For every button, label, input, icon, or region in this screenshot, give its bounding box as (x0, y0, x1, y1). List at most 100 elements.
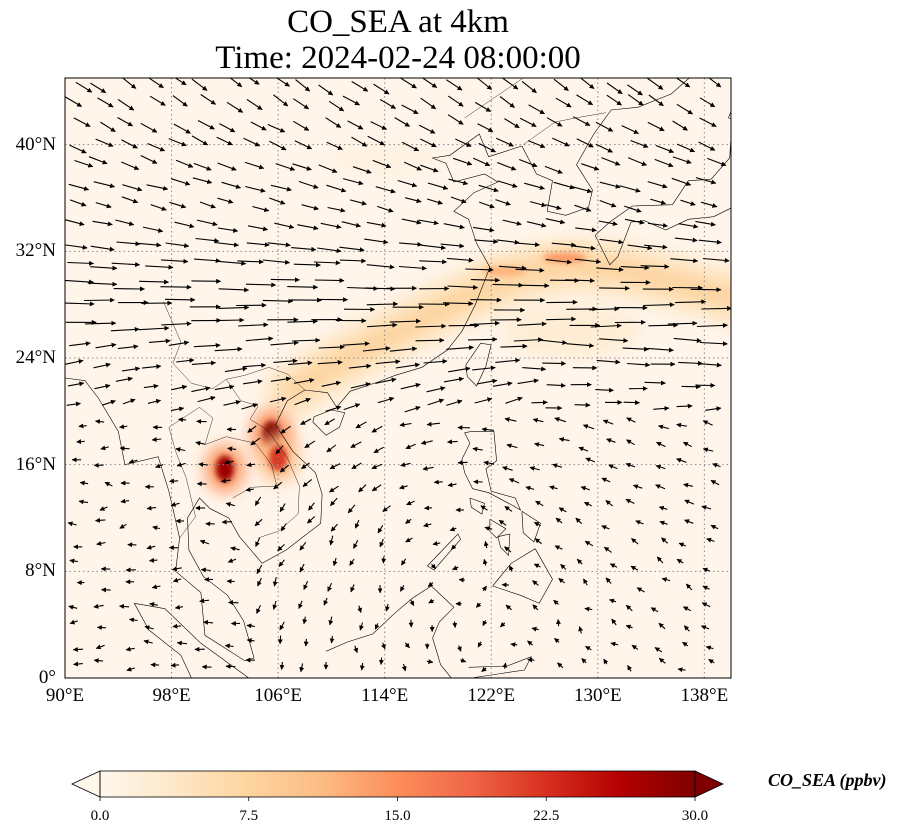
wind-vector (606, 82, 623, 95)
wind-vector (68, 183, 90, 191)
wind-vector (499, 96, 515, 108)
wind-vector (627, 244, 653, 251)
wind-vector (196, 219, 218, 227)
wind-vector (172, 577, 182, 583)
wind-vector (366, 264, 395, 270)
wind-vector (532, 580, 539, 586)
wind-vector (257, 577, 262, 587)
wind-vector (420, 138, 437, 148)
wind-vector (654, 647, 663, 653)
wind-vector (76, 439, 85, 445)
wind-vector (656, 556, 664, 564)
wind-vector (565, 278, 595, 284)
wind-vector (359, 662, 365, 671)
wind-vector (379, 99, 397, 109)
wind-vector (214, 241, 239, 248)
wind-vector (149, 95, 166, 106)
wind-vector (404, 161, 422, 171)
coastline-segment (468, 656, 532, 678)
wind-vector (601, 157, 621, 166)
wind-vector (294, 140, 313, 150)
wind-vector (125, 646, 135, 652)
wind-vector (300, 418, 312, 425)
wind-vector (342, 341, 370, 347)
wind-vector (352, 166, 372, 174)
wind-vector (254, 496, 262, 506)
wind-vector (138, 325, 170, 331)
wind-vector (366, 301, 399, 307)
wind-vector (272, 576, 278, 587)
wind-vector (583, 578, 588, 586)
wind-vector (631, 644, 639, 650)
wind-vector (280, 425, 291, 434)
wind-vector (321, 380, 342, 387)
wind-vector (362, 346, 391, 352)
wind-vector (378, 657, 384, 665)
wind-vector (247, 425, 257, 433)
wind-vector (142, 226, 164, 233)
wind-vector (199, 539, 210, 545)
wind-vector (191, 386, 211, 393)
wind-vector (644, 244, 668, 250)
wind-vector (675, 299, 707, 305)
wind-vector (230, 546, 240, 552)
wind-vector (100, 445, 109, 451)
wind-vector (584, 606, 593, 612)
wind-vector (395, 362, 421, 369)
wind-vector (702, 257, 730, 263)
wind-vector (580, 486, 590, 491)
wind-vector (171, 566, 182, 572)
wind-vector (433, 479, 443, 485)
wind-vector (214, 384, 235, 391)
wind-vector (325, 117, 342, 128)
coastline-segment (497, 533, 511, 556)
wind-vector (83, 297, 115, 303)
wind-vector (585, 457, 596, 463)
wind-vector (176, 357, 195, 363)
wind-vector (585, 645, 592, 651)
wind-vector (521, 80, 537, 94)
wind-vector (650, 607, 659, 613)
wind-vector (474, 397, 493, 404)
wind-vector (302, 616, 308, 625)
wind-vector (473, 226, 495, 233)
wind-vector (595, 143, 613, 153)
wind-vector (256, 564, 263, 575)
wind-vector (624, 218, 645, 225)
wind-vector (448, 366, 471, 373)
wind-vector (172, 623, 181, 629)
wind-vector (513, 337, 544, 343)
wind-vector (426, 659, 434, 664)
wind-vector (371, 484, 382, 492)
wind-vector (99, 506, 108, 511)
wind-vector (554, 417, 567, 423)
wind-vector (270, 340, 299, 346)
gridlines (65, 78, 731, 678)
wind-vector (553, 78, 569, 92)
wind-vector (150, 204, 167, 211)
wind-vector (350, 382, 371, 389)
wind-vector (90, 245, 115, 252)
wind-vector (217, 197, 234, 204)
wind-vector (221, 181, 241, 189)
wind-vector (214, 317, 245, 323)
wind-vector (599, 285, 630, 291)
wind-vector (220, 478, 231, 484)
wind-vector (519, 117, 537, 127)
wind-vector (287, 284, 319, 290)
wind-vector (690, 287, 722, 293)
wind-vector (137, 242, 162, 248)
wind-vector (510, 642, 518, 648)
wind-vector (532, 417, 544, 423)
country-border (226, 379, 300, 539)
wind-vector (426, 421, 440, 427)
wind-vector (421, 78, 438, 88)
wind-vector (557, 662, 564, 669)
wind-vector (214, 346, 243, 352)
wind-vector (120, 498, 130, 504)
wind-vector (635, 520, 644, 525)
wind-vector (599, 181, 621, 189)
wind-vector (504, 546, 512, 553)
wind-vector (246, 462, 255, 468)
wind-vector (545, 204, 562, 210)
